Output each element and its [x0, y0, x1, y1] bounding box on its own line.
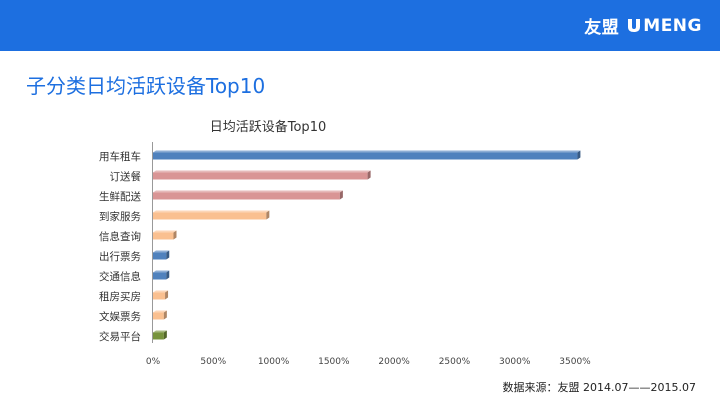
logo-text-en: MENG	[643, 15, 702, 36]
header-bar: 友盟 MENG	[0, 0, 720, 51]
bar	[153, 210, 270, 220]
bar-front-face	[153, 272, 167, 280]
bar	[153, 330, 167, 340]
category-label: 出行票务	[99, 250, 141, 263]
bar-side-face	[166, 250, 170, 260]
bar-front-face	[153, 252, 167, 260]
page-title: 子分类日均活跃设备Top10	[26, 74, 266, 98]
x-tick-label: 3500%	[559, 357, 591, 367]
bar-side-face	[339, 190, 343, 200]
bar	[153, 230, 177, 240]
bar-top-face	[153, 310, 167, 313]
bar-top-face	[153, 190, 343, 193]
bar-front-face	[153, 292, 166, 300]
bar-top-face	[153, 150, 581, 153]
u-logo-icon	[628, 19, 641, 32]
category-label: 文娱票务	[99, 310, 141, 323]
bar-side-face	[163, 310, 167, 320]
category-label: 交易平台	[99, 330, 141, 343]
category-label: 生鲜配送	[99, 190, 141, 203]
bar	[153, 170, 371, 180]
bar-top-face	[153, 330, 167, 333]
x-tick-label: 2000%	[378, 357, 410, 367]
category-label: 租房买房	[99, 290, 141, 303]
category-label: 订送餐	[110, 170, 142, 183]
bar-side-face	[173, 230, 177, 240]
bars-group	[153, 150, 581, 340]
category-label: 用车租车	[99, 150, 141, 163]
bar-side-face	[166, 270, 170, 280]
x-tick-label: 1000%	[258, 357, 290, 367]
bar-side-face	[266, 210, 270, 220]
bar	[153, 250, 170, 260]
bar	[153, 310, 167, 320]
x-axis-ticks: 0% 500% 1000% 1500% 2000% 2500% 3000% 3500%	[146, 357, 591, 367]
bar-top-face	[153, 250, 170, 253]
bar-front-face	[153, 332, 164, 340]
bar-front-face	[153, 152, 578, 160]
x-tick-label: 3000%	[499, 357, 531, 367]
logo-text-cn: 友盟	[584, 18, 620, 38]
x-tick-label: 2500%	[439, 357, 471, 367]
category-label: 到家服务	[99, 210, 141, 223]
umeng-logo: 友盟 MENG	[584, 13, 702, 39]
category-label: 交通信息	[99, 270, 141, 283]
bar-front-face	[153, 172, 368, 180]
bar	[153, 290, 169, 300]
x-tick-label: 1500%	[318, 357, 350, 367]
data-source-note: 数据来源：友盟 2014.07——2015.07	[502, 381, 696, 394]
bar-side-face	[163, 330, 167, 340]
bar-top-face	[153, 210, 270, 213]
bar-front-face	[153, 212, 267, 220]
bar	[153, 270, 170, 280]
bar-top-face	[153, 270, 170, 273]
bar-side-face	[165, 290, 169, 300]
x-tick-label: 0%	[146, 357, 161, 367]
bar-top-face	[153, 170, 371, 173]
bar-front-face	[153, 232, 174, 240]
bar-side-face	[367, 170, 371, 180]
bar-top-face	[153, 230, 177, 233]
bar-front-face	[153, 312, 164, 320]
x-tick-label: 500%	[200, 357, 226, 367]
chart-title: 日均活跃设备Top10	[210, 119, 326, 135]
bar-top-face	[153, 290, 169, 293]
category-label: 信息查询	[99, 230, 141, 243]
bar-side-face	[577, 150, 581, 160]
bar	[153, 150, 581, 160]
bar	[153, 190, 343, 200]
bar-front-face	[153, 192, 340, 200]
